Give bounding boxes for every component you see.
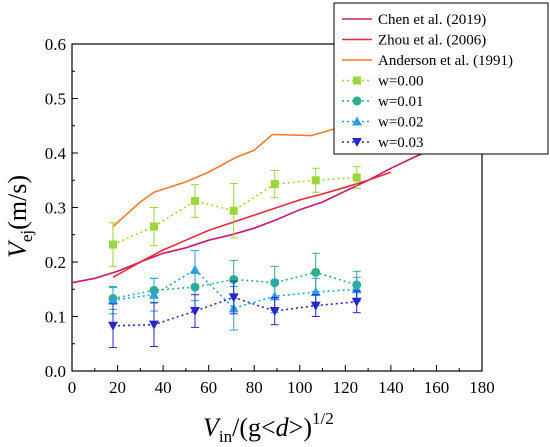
- y-tick-label: 0.2: [45, 253, 66, 272]
- x-tick-label: 40: [155, 378, 172, 397]
- legend-label: Anderson et al. (1991): [378, 53, 513, 69]
- data-point: [311, 176, 320, 185]
- legend-item-2: Anderson et al. (1991): [342, 53, 513, 69]
- legend-marker: [352, 116, 362, 126]
- legend-item-5: w=0.02: [342, 115, 424, 131]
- y-tick-label: 0.1: [45, 308, 66, 327]
- x-tick-label: 160: [424, 378, 450, 397]
- data-point: [229, 206, 238, 215]
- x-tick-label: 80: [246, 378, 263, 397]
- x-tick-label: 100: [287, 378, 313, 397]
- data-point: [109, 240, 117, 249]
- series-1: [112, 171, 392, 278]
- data-point: [228, 293, 239, 303]
- data-point: [310, 286, 321, 296]
- legend-item-3: w=0.00: [342, 74, 424, 90]
- data-point: [269, 291, 280, 301]
- legend-item-4: w=0.01: [342, 94, 424, 110]
- y-axis-title: Vej(m/s): [3, 175, 36, 258]
- series-5: [108, 250, 362, 331]
- data-point: [108, 321, 118, 331]
- legend-label: w=0.01: [378, 94, 424, 110]
- x-tick-label: 120: [333, 378, 359, 397]
- series-0: [71, 146, 437, 284]
- x-tick-label: 140: [378, 378, 404, 397]
- series-2: [112, 114, 392, 228]
- y-tick-label: 0.4: [45, 144, 67, 163]
- legend-label: Chen et al. (2019): [378, 12, 486, 28]
- legend: Chen et al. (2019) Zhou et al. (2006) Ande…: [333, 2, 549, 155]
- data-point: [108, 295, 118, 305]
- x-tick-label: 20: [109, 378, 126, 397]
- data-point: [310, 301, 321, 311]
- data-point: [311, 267, 321, 277]
- legend-item-1: Zhou et al. (2006): [342, 33, 486, 49]
- x-tick-label: 0: [68, 378, 77, 397]
- data-point: [190, 307, 200, 317]
- series-line: [71, 146, 437, 284]
- x-axis-title: Vin/(g<d>)1/2: [203, 409, 334, 446]
- legend-marker: [352, 96, 362, 106]
- data-point: [149, 320, 159, 330]
- legend-item-6: w=0.03: [342, 135, 424, 151]
- data-point: [191, 196, 199, 205]
- data-point: [190, 264, 200, 274]
- x-tick-label: 180: [469, 378, 495, 397]
- legend-marker: [353, 76, 361, 85]
- series-line: [112, 114, 392, 228]
- legend-marker: [352, 138, 362, 147]
- series-3: [109, 166, 361, 267]
- legend-item-0: Chen et al. (2019): [342, 12, 486, 28]
- data-point: [352, 173, 361, 182]
- data-point: [149, 289, 159, 299]
- legend-label: Zhou et al. (2006): [378, 33, 486, 49]
- data-point: [150, 222, 158, 231]
- y-tick-label: 0.5: [45, 90, 66, 109]
- y-tick-label: 0.0: [45, 362, 66, 381]
- series-6: [108, 280, 362, 349]
- legend-box: [333, 2, 549, 155]
- y-tick-label: 0.3: [45, 199, 66, 218]
- y-tick-label: 0.6: [45, 35, 66, 54]
- legend-label: w=0.02: [378, 115, 424, 131]
- data-point: [270, 180, 279, 189]
- data-point: [269, 307, 280, 317]
- legend-label: w=0.00: [378, 74, 424, 90]
- data-point: [229, 274, 239, 284]
- x-tick-label: 60: [200, 378, 217, 397]
- legend-label: w=0.03: [378, 135, 424, 151]
- series-line: [112, 171, 392, 278]
- data-point: [351, 297, 362, 307]
